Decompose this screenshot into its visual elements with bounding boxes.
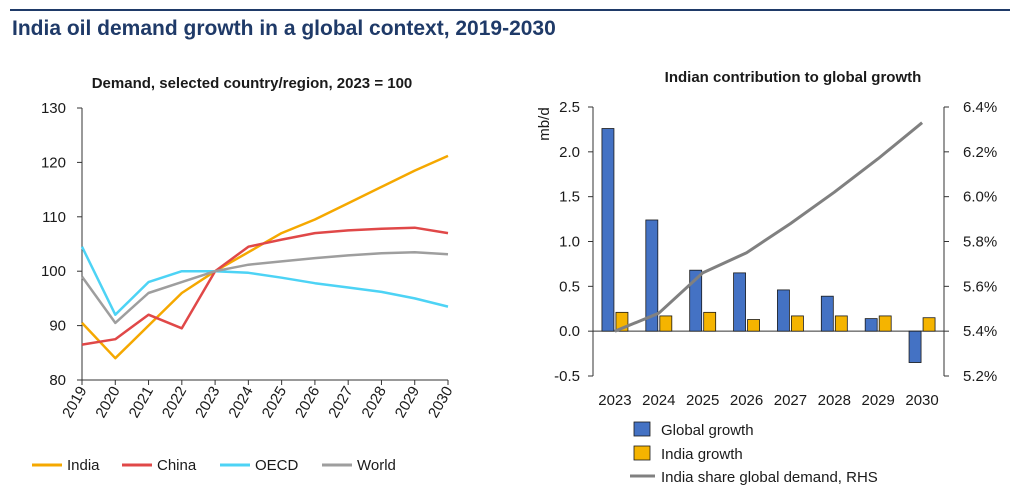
- bar-india-growth: [834, 315, 848, 332]
- right-x-tick-label: 2030: [905, 392, 938, 409]
- right-y2-tick-label: 6.0%: [963, 189, 997, 206]
- left-line-chart: Demand, selected country/region, 2023 = …: [32, 75, 456, 474]
- bar-india-growth: [791, 315, 804, 332]
- legend-label-china: China: [157, 457, 197, 474]
- left-x-tick-label: 2029: [392, 384, 423, 421]
- left-y-tick-label: 100: [41, 263, 66, 280]
- left-x-tick-label: 2019: [59, 384, 90, 421]
- left-x-tick-label: 2028: [359, 384, 390, 421]
- left-x-tick-label: 2027: [325, 384, 356, 421]
- bar-india-growth: [747, 319, 760, 332]
- series-line-india: [81, 154, 449, 360]
- right-y-tick-label: 2.5: [559, 99, 580, 116]
- series-line-oecd: [80, 246, 449, 316]
- left-y-tick-label: 80: [49, 372, 66, 389]
- bar-global-growth: [777, 289, 790, 332]
- bar-global-growth: [864, 318, 878, 332]
- left-x-tick-label: 2023: [192, 384, 223, 421]
- right-y2-tick-label: 5.4%: [963, 323, 997, 340]
- right-x-tick-label: 2027: [774, 392, 807, 409]
- right-bar-chart: Indian contribution to global growth -0.…: [536, 69, 997, 486]
- right-y-tick-label: -0.5: [554, 368, 580, 385]
- series-line-india-share: [614, 121, 924, 333]
- right-y2-tick-label: 5.2%: [963, 368, 997, 385]
- left-x-tick-label: 2030: [425, 384, 456, 421]
- legend-swatch-global-growth: [633, 421, 651, 437]
- bar-global-growth: [645, 219, 659, 332]
- bar-global-growth: [908, 330, 922, 363]
- series-line-world: [80, 250, 449, 325]
- left-x-tick-label: 2026: [292, 384, 323, 421]
- right-y-axis-label: mb/d: [536, 107, 553, 140]
- title-rule: [10, 9, 1010, 11]
- right-y2-tick-label: 6.4%: [963, 99, 997, 116]
- bar-india-growth: [922, 317, 936, 332]
- bar-global-growth: [689, 269, 703, 332]
- right-x-tick-label: 2024: [642, 392, 675, 409]
- legend-label-oecd: OECD: [255, 457, 299, 474]
- bar-india-growth: [878, 315, 892, 332]
- legend-label-india-growth: India growth: [661, 446, 743, 463]
- left-y-tick-label: 90: [49, 318, 66, 335]
- bar-india-growth: [659, 315, 673, 332]
- right-y-tick-label: 0.0: [559, 323, 580, 340]
- legend-label-global-growth: Global growth: [661, 422, 754, 439]
- right-y2-tick-label: 5.6%: [963, 278, 997, 295]
- left-x-tick-label: 2024: [225, 384, 256, 421]
- legend-label-world: World: [357, 457, 396, 474]
- right-chart-title: Indian contribution to global growth: [665, 69, 922, 86]
- right-x-tick-label: 2028: [818, 392, 851, 409]
- right-y2-tick-label: 6.2%: [963, 144, 997, 161]
- left-x-tick-label: 2022: [159, 384, 190, 421]
- right-x-tick-label: 2026: [730, 392, 763, 409]
- right-y-tick-label: 2.0: [559, 144, 580, 161]
- left-x-tick-label: 2025: [259, 384, 290, 421]
- right-x-tick-label: 2025: [686, 392, 719, 409]
- legend-swatch-india-growth: [633, 445, 651, 461]
- left-y-tick-label: 110: [42, 209, 66, 226]
- right-x-tick-label: 2029: [862, 392, 895, 409]
- legend-label-india: India: [67, 457, 100, 474]
- bar-global-growth: [733, 272, 746, 332]
- left-y-tick-label: 130: [41, 100, 66, 117]
- legend-label-india-share: India share global demand, RHS: [661, 469, 878, 486]
- bar-india-growth: [703, 311, 717, 332]
- right-x-tick-label: 2023: [598, 392, 631, 409]
- right-y2-tick-label: 5.8%: [963, 234, 997, 251]
- left-x-tick-label: 2020: [92, 384, 123, 421]
- right-y-tick-label: 0.5: [559, 278, 580, 295]
- right-y-tick-label: 1.0: [559, 234, 580, 251]
- left-x-tick-label: 2021: [126, 384, 157, 421]
- bar-global-growth: [601, 128, 615, 332]
- right-y-tick-label: 1.5: [559, 189, 580, 206]
- left-chart-title: Demand, selected country/region, 2023 = …: [92, 75, 413, 92]
- bar-global-growth: [820, 295, 834, 332]
- left-y-tick-label: 120: [41, 154, 66, 171]
- page-title: India oil demand growth in a global cont…: [12, 17, 556, 40]
- series-line-china: [81, 226, 449, 346]
